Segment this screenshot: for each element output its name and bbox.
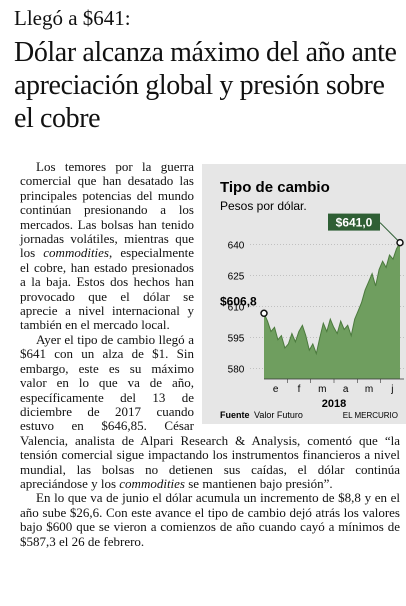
- x-tick-label: f: [298, 384, 301, 395]
- x-tick-label: a: [343, 384, 349, 395]
- source: Valor Futuro: [254, 410, 303, 420]
- paragraph: Ayer el tipo de cambio llegó a $641 con …: [20, 331, 400, 491]
- text: Ayer el tipo de cambio llegó a $641 con …: [20, 331, 400, 491]
- y-tick-label: 640: [228, 241, 245, 252]
- area: [264, 242, 400, 379]
- chart: Tipo de cambio Pesos por dólar. 580 595 61…: [220, 179, 404, 420]
- emphasis: commodities: [43, 245, 109, 261]
- x-tick-label: j: [390, 384, 393, 395]
- end-label-box: [328, 213, 380, 231]
- chart-title: Tipo de cambio: [220, 179, 330, 196]
- year-label: 2018: [322, 398, 346, 410]
- source-label: Fuente: [220, 410, 250, 420]
- y-tick-label: 625: [228, 272, 245, 283]
- paragraph: Los temores por la guerra comercial que …: [20, 159, 400, 333]
- text: Los temores por la guerra comercial que …: [20, 159, 194, 261]
- emphasis: commodities: [119, 475, 185, 491]
- chart-box: Tipo de cambio Pesos por dólar. 580 595 61…: [202, 164, 406, 424]
- text: En lo que va de junio el dólar acumula u…: [20, 490, 400, 549]
- end-marker: [396, 238, 404, 247]
- y-tick-label: 610: [228, 303, 245, 314]
- x-tick-label: m: [318, 384, 326, 395]
- x-tick-label: e: [273, 384, 279, 395]
- area-line: [263, 242, 401, 356]
- headline: Dólar alcanza máximo del año ante apreci…: [14, 37, 397, 134]
- start-label: $606,8: [220, 294, 257, 308]
- x-tick-label: m: [365, 384, 373, 395]
- paragraph: En lo que va de junio el dólar acumula u…: [20, 491, 400, 549]
- article: Tipo de cambio Pesos por dólar. 580 595 61…: [20, 159, 406, 549]
- end-connector: [379, 222, 401, 243]
- start-marker: [260, 309, 268, 318]
- y-tick-label: 580: [228, 365, 245, 376]
- text: se mantienen bajo presión”.: [185, 475, 333, 491]
- chart-subtitle: Pesos por dólar.: [220, 199, 307, 213]
- text: , especialmente el cobre, han estado pre…: [20, 245, 194, 333]
- kicker: Llegó a $641:: [14, 6, 131, 30]
- end-label: $641,0: [336, 216, 373, 230]
- y-tick-label: 595: [228, 334, 245, 345]
- brand: EL MERCURIO: [343, 411, 398, 420]
